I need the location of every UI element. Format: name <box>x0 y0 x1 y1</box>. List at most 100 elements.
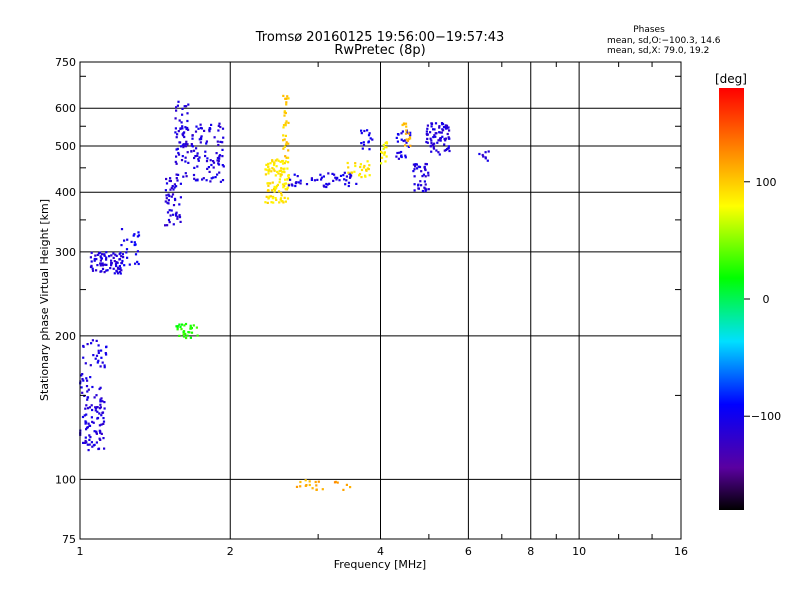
data-point <box>184 156 187 159</box>
data-point <box>85 404 88 407</box>
data-point <box>414 165 417 168</box>
data-point <box>429 144 432 148</box>
data-point <box>172 204 176 207</box>
data-point <box>115 254 118 257</box>
data-point <box>278 181 281 184</box>
data-point <box>102 422 105 425</box>
data-point <box>82 345 85 348</box>
data-point <box>484 151 487 154</box>
data-point <box>91 408 94 412</box>
data-point <box>287 149 290 152</box>
data-point <box>184 142 187 145</box>
data-point <box>286 186 289 189</box>
data-point <box>278 201 281 204</box>
data-point <box>311 487 314 490</box>
data-point <box>362 141 365 144</box>
data-point <box>187 161 190 164</box>
data-point <box>180 159 184 162</box>
data-point <box>212 160 215 163</box>
data-point <box>287 142 290 145</box>
data-point <box>81 415 85 419</box>
data-point <box>103 254 106 257</box>
data-point <box>217 143 220 147</box>
data-point <box>287 176 290 180</box>
data-point <box>196 334 199 337</box>
data-point <box>409 144 412 147</box>
data-point <box>266 201 269 204</box>
data-point <box>287 184 291 187</box>
data-point <box>349 486 352 489</box>
y-tick-label: 200 <box>55 330 76 343</box>
data-point <box>190 150 193 153</box>
data-point <box>401 123 404 127</box>
data-point <box>267 184 270 187</box>
data-point <box>92 444 95 447</box>
data-point <box>424 187 427 190</box>
data-point <box>120 228 124 231</box>
data-point <box>359 165 362 169</box>
data-point <box>110 259 113 262</box>
data-point <box>170 195 173 198</box>
data-point <box>90 342 93 345</box>
data-point <box>178 323 181 326</box>
data-point <box>181 107 184 110</box>
data-point <box>433 142 436 145</box>
data-point <box>176 133 179 136</box>
data-point <box>429 137 432 140</box>
data-point <box>213 136 216 139</box>
data-point <box>287 174 290 177</box>
data-point <box>103 364 106 367</box>
data-point <box>325 182 328 186</box>
data-point <box>368 164 371 167</box>
data-point <box>120 244 123 247</box>
data-point <box>432 146 435 149</box>
data-point <box>168 209 171 212</box>
data-point <box>165 194 168 197</box>
data-point <box>404 144 407 147</box>
data-point <box>417 187 420 190</box>
data-point <box>362 166 365 169</box>
data-point <box>182 175 185 178</box>
data-point <box>221 127 225 130</box>
data-point <box>208 170 211 173</box>
data-point <box>96 253 99 256</box>
data-point <box>212 166 215 169</box>
data-point <box>283 110 286 113</box>
data-point <box>448 129 451 132</box>
data-point <box>176 104 179 107</box>
data-point <box>338 179 341 182</box>
data-point <box>287 161 290 164</box>
data-point <box>283 196 286 199</box>
data-point <box>336 176 339 179</box>
data-point <box>279 169 282 172</box>
data-point <box>339 174 343 177</box>
data-point <box>174 212 178 215</box>
data-point <box>322 184 325 187</box>
data-point <box>99 365 102 368</box>
data-point <box>100 423 103 426</box>
data-point <box>86 426 89 429</box>
data-point <box>282 139 285 142</box>
data-point <box>448 149 451 153</box>
data-point <box>95 269 98 272</box>
data-point <box>438 126 441 129</box>
data-point <box>105 353 108 356</box>
data-point <box>99 403 102 406</box>
data-point <box>172 188 175 191</box>
data-point <box>137 262 140 266</box>
chart-title: Tromsø 20160125 19:56:00−19:57:43 <box>255 30 505 45</box>
data-point <box>184 322 188 326</box>
data-point <box>398 151 401 154</box>
data-point <box>404 154 407 157</box>
data-point <box>360 129 363 132</box>
data-point <box>81 378 84 381</box>
data-point <box>88 443 91 446</box>
data-point <box>413 168 416 171</box>
data-point <box>189 324 192 327</box>
data-point <box>349 175 352 178</box>
data-point <box>406 139 409 142</box>
data-point <box>429 131 432 134</box>
data-point <box>380 156 384 159</box>
data-point <box>187 128 190 131</box>
